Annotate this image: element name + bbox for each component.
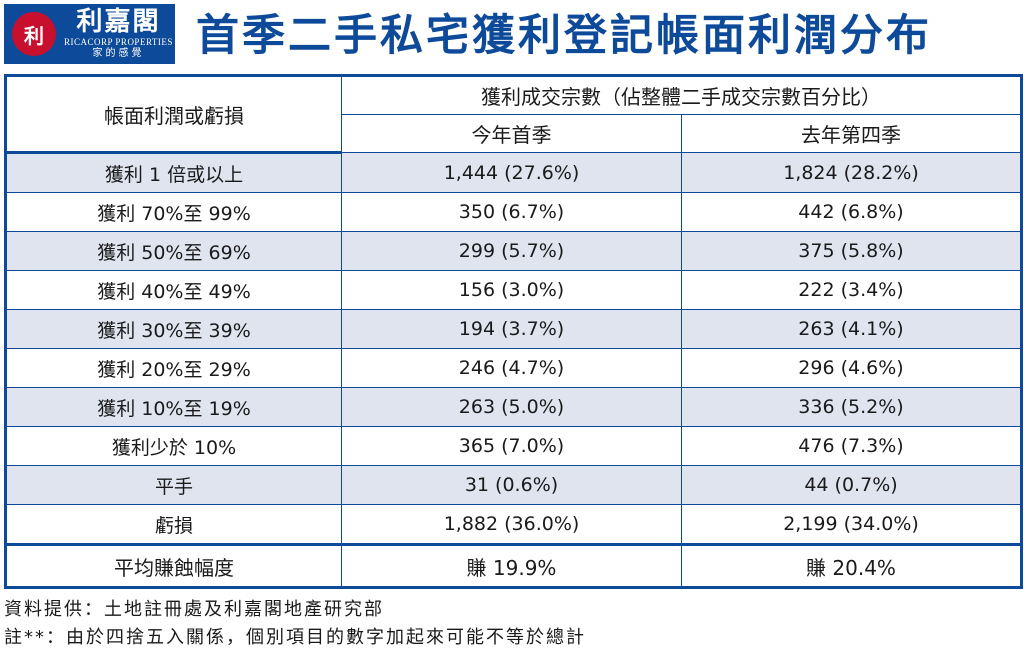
seal-text: 利: [24, 23, 44, 48]
group-header: 獲利成交宗數（佔整體二手成交宗數百分比）: [341, 75, 1022, 115]
profit-distribution-table: 帳面利潤或虧損 獲利成交宗數（佔整體二手成交宗數百分比） 今年首季 去年第四季 …: [4, 74, 1023, 589]
column-header-previous: 去年第四季: [681, 114, 1022, 153]
value-current: 246 (4.7%): [341, 348, 682, 388]
value-previous: 375 (5.8%): [681, 231, 1022, 271]
column-header-current: 今年首季: [341, 114, 682, 153]
average-current: 賺 19.9%: [341, 543, 682, 588]
row-label: 獲利 30%至 39%: [5, 309, 342, 349]
value-current: 299 (5.7%): [341, 231, 682, 271]
average-previous: 賺 20.4%: [681, 543, 1022, 588]
value-previous: 44 (0.7%): [681, 465, 1022, 505]
table-row: 獲利 10%至 19% 263 (5.0%) 336 (5.2%): [5, 387, 1022, 427]
seal-icon: 利: [12, 12, 56, 56]
row-label: 平手: [5, 465, 342, 505]
value-current: 1,882 (36.0%): [341, 504, 682, 545]
row-label: 獲利 40%至 49%: [5, 270, 342, 310]
average-row: 平均賺蝕幅度 賺 19.9% 賺 20.4%: [5, 543, 1022, 588]
value-previous: 296 (4.6%): [681, 348, 1022, 388]
value-current: 194 (3.7%): [341, 309, 682, 349]
company-logo: 利 利嘉閣 RICACORP PROPERTIES 家的感覺: [4, 4, 175, 64]
footnote: 註**：由於四捨五入關係，個別項目的數字加起來可能不等於總計: [4, 627, 586, 648]
table-row: 虧損 1,882 (36.0%) 2,199 (34.0%): [5, 504, 1022, 545]
value-current: 1,444 (27.6%): [341, 152, 682, 193]
page-title: 首季二手私宅獲利登記帳面利潤分布: [196, 11, 932, 61]
table-row: 平手 31 (0.6%) 44 (0.7%): [5, 465, 1022, 505]
notes: 資料提供：土地註冊處及利嘉閣地產研究部 註**：由於四捨五入關係，個別項目的數字…: [4, 596, 586, 652]
row-label: 獲利 70%至 99%: [5, 192, 342, 232]
row-label: 獲利少於 10%: [5, 426, 342, 466]
value-current: 156 (3.0%): [341, 270, 682, 310]
average-label: 平均賺蝕幅度: [5, 543, 342, 588]
row-label: 獲利 50%至 69%: [5, 231, 342, 271]
value-previous: 476 (7.3%): [681, 426, 1022, 466]
row-label: 虧損: [5, 504, 342, 545]
logo-name-en: RICACORP PROPERTIES: [64, 37, 173, 47]
value-previous: 336 (5.2%): [681, 387, 1022, 427]
table-row: 獲利 50%至 69% 299 (5.7%) 375 (5.8%): [5, 231, 1022, 271]
table-row: 獲利 40%至 49% 156 (3.0%) 222 (3.4%): [5, 270, 1022, 310]
value-previous: 442 (6.8%): [681, 192, 1022, 232]
source-note: 資料提供：土地註冊處及利嘉閣地產研究部: [4, 599, 384, 620]
table-row: 獲利少於 10% 365 (7.0%) 476 (7.3%): [5, 426, 1022, 466]
row-label: 獲利 20%至 29%: [5, 348, 342, 388]
value-previous: 222 (3.4%): [681, 270, 1022, 310]
table-row: 獲利 30%至 39% 194 (3.7%) 263 (4.1%): [5, 309, 1022, 349]
value-current: 263 (5.0%): [341, 387, 682, 427]
value-current: 350 (6.7%): [341, 192, 682, 232]
row-label: 獲利 10%至 19%: [5, 387, 342, 427]
value-previous: 1,824 (28.2%): [681, 152, 1022, 193]
row-label: 獲利 1 倍或以上: [5, 152, 342, 193]
value-current: 365 (7.0%): [341, 426, 682, 466]
logo-text: 利嘉閣 RICACORP PROPERTIES 家的感覺: [64, 9, 173, 59]
logo-name-cn: 利嘉閣: [76, 7, 161, 37]
table-row: 獲利 70%至 99% 350 (6.7%) 442 (6.8%): [5, 192, 1022, 232]
value-previous: 2,199 (34.0%): [681, 504, 1022, 545]
value-previous: 263 (4.1%): [681, 309, 1022, 349]
table-row: 獲利 20%至 29% 246 (4.7%) 296 (4.6%): [5, 348, 1022, 388]
value-current: 31 (0.6%): [341, 465, 682, 505]
logo-tagline: 家的感覺: [92, 48, 145, 59]
row-header: 帳面利潤或虧損: [5, 75, 342, 154]
table-row: 獲利 1 倍或以上 1,444 (27.6%) 1,824 (28.2%): [5, 152, 1022, 193]
